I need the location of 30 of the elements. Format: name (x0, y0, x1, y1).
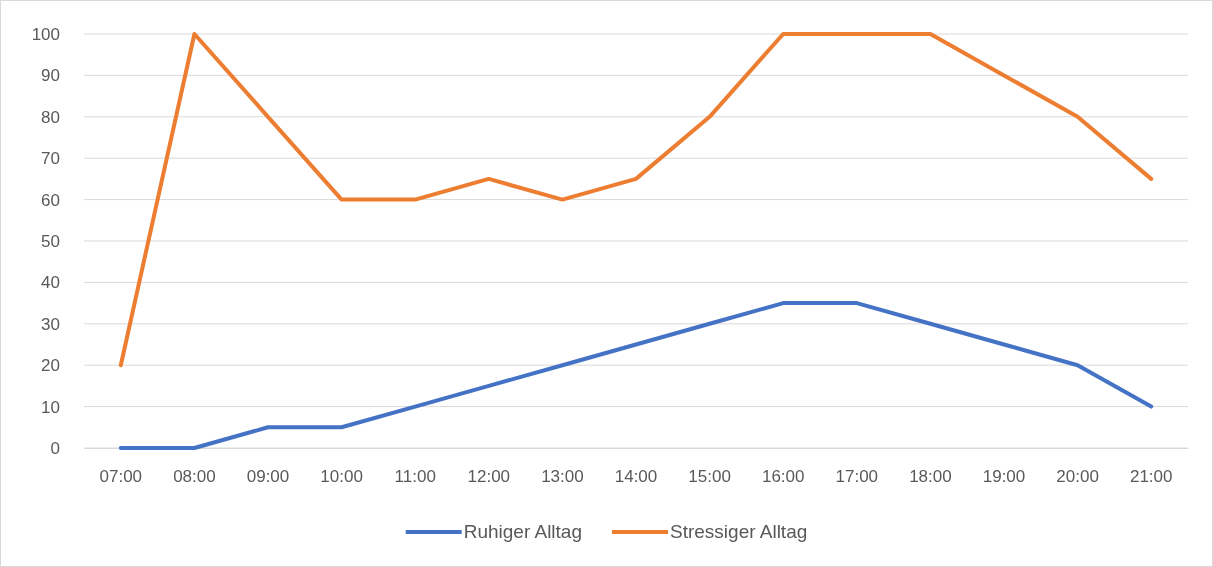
y-tick-label: 20 (41, 356, 60, 376)
x-tick-label: 18:00 (909, 467, 952, 487)
legend-label: Ruhiger Alltag (463, 521, 582, 542)
x-tick-label: 17:00 (835, 467, 879, 487)
line-series (118, 301, 1154, 450)
y-tick-label: 50 (41, 231, 60, 251)
y-tick-label: 30 (41, 314, 60, 334)
x-tick-label: 19:00 (982, 467, 1026, 487)
x-tick-label: 10:00 (320, 467, 363, 487)
x-tick-label: 07:00 (99, 467, 143, 487)
x-tick-label: 08:00 (173, 467, 216, 487)
x-tick-label: 15:00 (688, 467, 731, 487)
x-tick-label: 09:00 (246, 467, 290, 487)
x-tick-label: 21:00 (1129, 467, 1173, 487)
line-series (118, 32, 1154, 368)
x-tick-label: 12:00 (467, 467, 511, 487)
x-tick-label: 13:00 (541, 467, 584, 487)
y-tick-label: 10 (41, 397, 60, 417)
x-tick-label: 14:00 (614, 467, 658, 487)
y-tick-label: 70 (41, 149, 60, 169)
y-tick-label: 60 (41, 190, 60, 210)
x-tick-label: 11:00 (394, 467, 436, 487)
x-tick-label: 20:00 (1056, 467, 1099, 487)
x-tick-label: 16:00 (761, 467, 805, 487)
y-tick-label: 80 (41, 107, 60, 127)
y-tick-label: 40 (41, 273, 60, 293)
legend-label: Stressiger Alltag (670, 521, 808, 542)
y-tick-label: 0 (50, 438, 60, 458)
y-tick-label: 90 (41, 66, 60, 86)
y-tick-label: 100 (31, 24, 60, 44)
